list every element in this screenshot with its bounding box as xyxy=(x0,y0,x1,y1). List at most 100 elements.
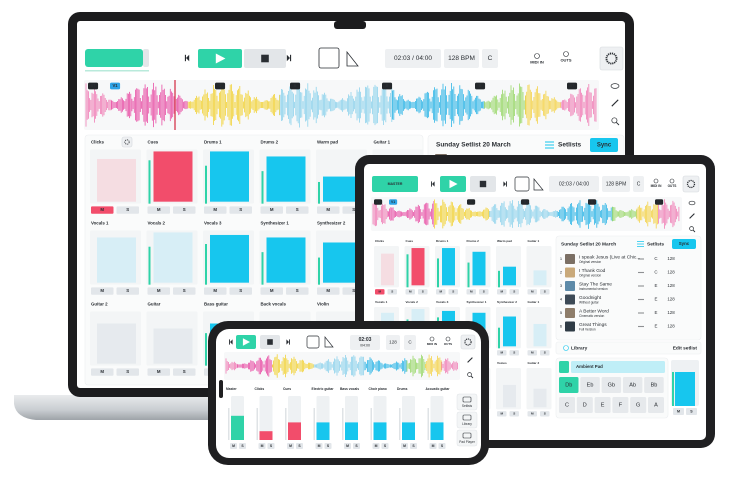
edit-icon[interactable] xyxy=(611,99,619,107)
view-icon[interactable] xyxy=(610,83,620,89)
pad-fill[interactable] xyxy=(153,232,193,283)
solo-button[interactable] xyxy=(509,411,520,417)
pad-fill[interactable] xyxy=(442,248,455,286)
solo-button[interactable] xyxy=(173,206,196,214)
mute-button[interactable] xyxy=(258,443,266,449)
pad-fill[interactable] xyxy=(97,158,136,202)
mute-button[interactable] xyxy=(429,443,437,449)
sync-button[interactable] xyxy=(672,239,696,249)
key-button[interactable] xyxy=(648,397,664,413)
pad-fill[interactable] xyxy=(97,323,136,364)
fader-fill[interactable] xyxy=(259,431,273,440)
mute-button[interactable] xyxy=(527,411,538,417)
metronome-button[interactable] xyxy=(346,50,359,67)
key-button[interactable] xyxy=(612,397,629,413)
solo-button[interactable] xyxy=(173,368,196,376)
solo-button[interactable] xyxy=(418,289,428,295)
solo-button[interactable] xyxy=(410,443,417,449)
pad-fill[interactable] xyxy=(472,251,486,286)
solo-button[interactable] xyxy=(381,443,389,449)
mute-button[interactable] xyxy=(401,443,408,449)
pad-fill[interactable] xyxy=(411,248,425,286)
previous-button[interactable] xyxy=(230,339,233,345)
song-menu-dot[interactable] xyxy=(642,285,644,287)
mute-button[interactable] xyxy=(91,206,114,214)
fader-fill[interactable] xyxy=(402,422,415,440)
mute-button[interactable] xyxy=(230,443,237,449)
mute-button[interactable] xyxy=(497,411,507,417)
mute-button[interactable] xyxy=(497,289,507,295)
pad-fill[interactable] xyxy=(533,323,547,347)
fader-fill[interactable] xyxy=(345,422,358,440)
mute-button[interactable] xyxy=(317,206,340,214)
settings-button[interactable] xyxy=(682,175,700,193)
song-menu-dot[interactable] xyxy=(638,271,640,274)
solo-button[interactable] xyxy=(387,289,398,295)
song-menu-dot[interactable] xyxy=(640,285,642,287)
solo-button[interactable] xyxy=(116,368,140,376)
fader-fill[interactable] xyxy=(430,422,444,440)
pad-fill[interactable] xyxy=(503,384,516,408)
key-button[interactable] xyxy=(559,397,575,413)
metronome-button[interactable] xyxy=(533,178,544,191)
zoom-icon[interactable] xyxy=(467,372,472,377)
key-button[interactable] xyxy=(630,397,647,413)
edit-icon[interactable] xyxy=(467,357,473,363)
pad-volume-fill[interactable] xyxy=(675,372,695,406)
pad-fill[interactable] xyxy=(533,388,547,408)
zoom-icon[interactable] xyxy=(689,226,694,231)
solo-button[interactable] xyxy=(229,287,253,295)
mute-button[interactable] xyxy=(147,287,171,295)
previous-button[interactable] xyxy=(432,181,435,187)
solo-button[interactable] xyxy=(448,289,459,295)
mute-button[interactable] xyxy=(344,443,351,449)
song-menu-dot[interactable] xyxy=(640,298,642,301)
mute-button[interactable] xyxy=(204,287,227,295)
edit-icon[interactable] xyxy=(689,213,695,219)
pad-player-power[interactable] xyxy=(559,361,569,373)
solo-button[interactable] xyxy=(540,411,550,417)
pad-fill[interactable] xyxy=(266,156,306,202)
sync-button[interactable] xyxy=(590,138,618,152)
key-button[interactable] xyxy=(576,397,593,413)
solo-button[interactable] xyxy=(286,206,309,214)
mute-button[interactable] xyxy=(497,350,507,356)
solo-button[interactable] xyxy=(173,287,196,295)
pad-fill[interactable] xyxy=(210,151,249,202)
solo-button[interactable] xyxy=(267,443,275,449)
solo-button[interactable] xyxy=(229,206,253,214)
song-menu-dot[interactable] xyxy=(640,271,642,274)
pad-fill[interactable] xyxy=(503,266,516,286)
mute-button[interactable] xyxy=(375,289,385,295)
solo-button[interactable] xyxy=(540,350,550,356)
key-button[interactable] xyxy=(594,397,611,413)
song-menu-dot[interactable] xyxy=(642,325,644,328)
solo-button[interactable] xyxy=(438,443,446,449)
solo-button[interactable] xyxy=(296,443,303,449)
song-menu-dot[interactable] xyxy=(642,312,644,314)
pad-fill[interactable] xyxy=(97,237,136,283)
mute-button[interactable] xyxy=(436,289,446,295)
key-button[interactable] xyxy=(580,377,600,393)
view-icon[interactable] xyxy=(688,200,696,206)
song-menu-dot[interactable] xyxy=(640,258,642,260)
solo-button[interactable] xyxy=(286,287,309,295)
mute-button[interactable] xyxy=(466,289,477,295)
settings-button[interactable] xyxy=(599,46,624,71)
mute-button[interactable] xyxy=(91,368,114,376)
solo-button[interactable] xyxy=(686,408,697,415)
pad-fill[interactable] xyxy=(381,253,394,286)
loop-button[interactable] xyxy=(318,47,340,69)
solo-button[interactable] xyxy=(509,350,520,356)
previous-button[interactable] xyxy=(186,54,190,62)
fader-fill[interactable] xyxy=(288,422,301,440)
song-menu-dot[interactable] xyxy=(640,325,642,328)
key-button[interactable] xyxy=(601,377,622,393)
fader-fill[interactable] xyxy=(231,415,244,440)
song-menu-dot[interactable] xyxy=(638,285,640,287)
song-menu-dot[interactable] xyxy=(638,312,640,314)
zoom-icon[interactable] xyxy=(611,117,618,124)
key-button[interactable] xyxy=(622,377,643,393)
key-button[interactable] xyxy=(559,377,579,393)
mute-button[interactable] xyxy=(260,287,284,295)
